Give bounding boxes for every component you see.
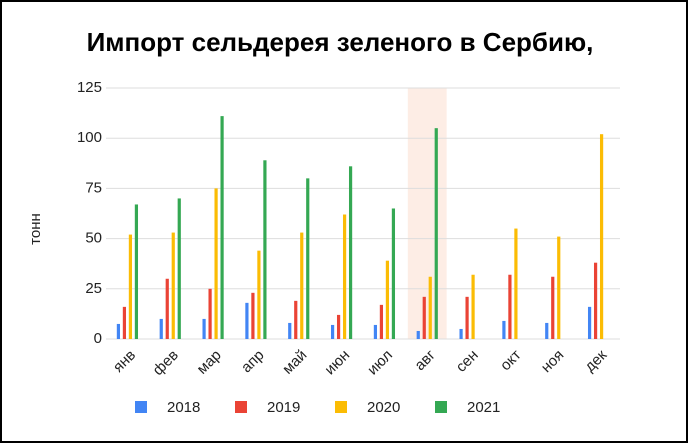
- bar: [551, 276, 555, 339]
- bar: [171, 232, 175, 339]
- bar: [599, 134, 604, 339]
- bar: [428, 276, 432, 339]
- legend-label: 2019: [267, 399, 300, 416]
- legend-label: 2021: [467, 399, 500, 416]
- chart-title: Импорт сельдерея зеленого в Сербию,: [87, 27, 594, 57]
- bar: [593, 262, 598, 339]
- y-tick-label: 75: [85, 179, 102, 196]
- legend-swatch: [335, 401, 347, 413]
- legend-label: 2020: [367, 399, 400, 416]
- bar: [373, 324, 378, 339]
- bar: [128, 234, 133, 339]
- bar: [116, 323, 121, 339]
- bar: [587, 306, 592, 339]
- bar: [251, 292, 255, 339]
- bar: [306, 178, 310, 339]
- bar: [545, 322, 549, 339]
- y-axis-label: тонн: [27, 213, 44, 245]
- bar: [263, 160, 267, 339]
- bar: [134, 204, 139, 339]
- bar: [385, 260, 390, 339]
- bar: [159, 318, 163, 339]
- bar: [214, 188, 218, 339]
- bar: [471, 274, 475, 339]
- bar: [294, 300, 298, 339]
- bar: [245, 302, 249, 339]
- bar: [514, 228, 518, 339]
- bar: [300, 232, 304, 339]
- bar: [508, 274, 512, 339]
- bar: [336, 314, 341, 339]
- bar: [379, 304, 384, 339]
- legend-swatch: [135, 401, 147, 413]
- y-tick-label: 125: [77, 79, 102, 96]
- bar: [434, 128, 438, 339]
- bar: [422, 296, 426, 339]
- bar: [342, 214, 347, 339]
- highlight-band: [407, 88, 447, 339]
- legend-swatch: [435, 401, 447, 413]
- bar: [202, 318, 206, 339]
- y-tick-label: 0: [94, 330, 102, 347]
- legend-label: 2018: [167, 399, 200, 416]
- bar: [220, 116, 224, 339]
- bar: [177, 198, 181, 339]
- bar: [208, 288, 212, 339]
- bar: [557, 236, 561, 339]
- bar: [416, 330, 420, 339]
- bar: [391, 208, 396, 339]
- bar: [502, 320, 506, 339]
- bar: [122, 306, 127, 339]
- bar: [459, 328, 463, 339]
- y-tick-label: 25: [85, 280, 102, 297]
- y-tick-label: 100: [77, 129, 102, 146]
- bar: [165, 278, 169, 339]
- bar: [257, 250, 261, 339]
- legend-swatch: [235, 401, 247, 413]
- bar: [348, 166, 353, 339]
- bar: [465, 296, 469, 339]
- y-tick-label: 50: [85, 230, 102, 247]
- bar: [330, 324, 335, 339]
- bar: [288, 322, 292, 339]
